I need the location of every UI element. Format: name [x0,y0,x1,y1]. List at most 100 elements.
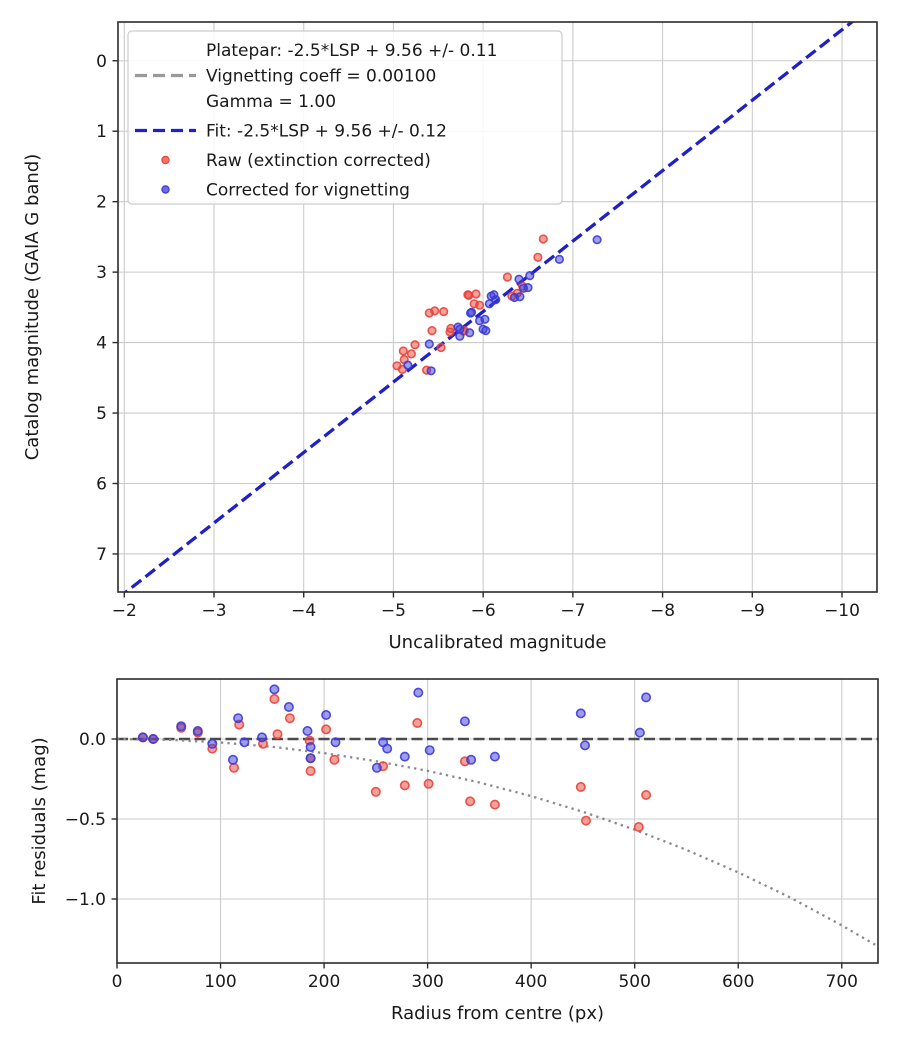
x-tick-label: 500 [618,972,650,992]
vignetting-residuals-point [424,745,435,756]
vignetting-residuals-point [641,692,652,703]
raw-scatter-point [398,346,408,356]
raw-scatter-point [538,234,548,244]
legend-box [127,30,563,205]
x-tick-label: −8 [650,601,675,621]
x-tick-label: −2 [112,601,137,621]
gridlines [116,679,878,963]
vignetting-residuals-point [634,727,645,738]
vignetting-scatter-point [466,307,477,317]
vignetting-residuals-point [459,716,470,727]
vignetting-residuals-point [305,753,316,764]
x-tick-label: 400 [515,972,547,992]
vignetting-scatter-point [424,339,434,349]
vignetting-residuals-point [371,762,382,773]
legend: Platepar: -2.5*LSP + 9.56 +/- 0.11 Vignet… [127,30,563,205]
legend-entry-label: Gamma = 1.00 [206,92,336,112]
raw-scatter-point [445,327,455,337]
vignetting-residuals [137,684,652,773]
vignetting-residuals-point [399,751,410,762]
vignetting-scatter-point [525,271,535,281]
raw-scatter-point [410,340,420,350]
legend-entry-label: Raw (extinction corrected) [206,151,431,171]
fit-residuals-plot: 0 100 200 300 400 500 600 700 0.0 −0.5 −1.0 Radius … [29,678,879,1024]
raw-scatter-point [436,342,446,353]
raw-scatter-point [533,252,543,262]
raw-residuals-point [269,693,280,704]
axes-spines [116,678,879,964]
vignetting-residuals-point [176,721,187,732]
y-tick-label: 4 [96,334,107,354]
vignetting-residuals-point [207,738,218,749]
vignetting-scatter-point [592,235,602,245]
vignetting-scatter-point [480,314,490,324]
legend-handle-dot [161,155,170,165]
vignetting-residuals-point [413,687,424,698]
vignetting-residuals-point [466,754,477,765]
y-tick-label: 7 [96,545,107,565]
vignetting-residuals-point [575,708,586,719]
vignetting-residuals-point [579,740,590,751]
raw-residuals-point [321,724,332,735]
raw-scatter [392,234,548,375]
y-tick-label: −1.0 [65,890,106,910]
vignetting-residuals-point [233,713,244,724]
y-tick-label: 0 [96,52,107,72]
vignetting-residuals-point [192,725,203,736]
legend-entry-label: Vignetting coeff = 0.00100 [206,67,436,87]
y-axis-label: Fit residuals (mag) [29,737,50,904]
x-tick-label: −3 [201,601,226,621]
raw-residuals-point [305,765,316,776]
vignetting-residuals-point [148,733,159,744]
raw-residuals-point [329,754,340,765]
axes-spines [117,21,878,593]
vignetting-scatter-point [484,299,495,309]
legend-entry-label: Corrected for vignetting [206,181,410,201]
vignetting-residuals-point [489,751,500,762]
x-tick-label: 700 [826,972,858,992]
vignetting-scatter [403,235,602,376]
raw-scatter-point [463,290,473,300]
vignetting-scatter-point [426,366,436,376]
x-tick-label: −7 [560,601,585,621]
raw-residuals-point [412,717,423,728]
x-tick-label: 0 [112,972,123,992]
x-tick-label: −6 [471,601,496,621]
vignetting-scatter-point [518,283,529,293]
raw-scatter-point [475,300,485,310]
x-tick-label: −10 [824,601,860,621]
vignetting-scatter-point [489,290,499,300]
y-tick-label: 0.0 [79,730,106,750]
vignetting-residuals-point [321,709,332,720]
vignetting-scatter-point [403,360,413,370]
raw-residuals-point [399,780,410,791]
x-tick-label: 100 [204,972,236,992]
raw-scatter-point [427,326,437,336]
vignetting-scatter-point [509,292,520,303]
x-tick-label: −9 [740,601,765,621]
vignetting-residuals-point [330,737,341,748]
raw-residuals-point [465,796,476,807]
raw-residuals [137,693,652,832]
x-tick-label: −4 [291,601,316,621]
y-tick-label: −0.5 [65,810,106,830]
vignetting-scatter-point [455,324,465,334]
x-tick-label: −5 [381,601,406,621]
x-tick-label: 600 [722,972,754,992]
x-tick-label: 200 [308,972,340,992]
raw-residuals-point [272,729,283,740]
vignetting-residuals-point [305,741,316,752]
raw-scatter-point [502,272,513,282]
legend-entry-label: Platepar: -2.5*LSP + 9.56 +/- 0.11 [206,41,497,61]
vignetting-scatter-point [465,328,475,338]
raw-scatter-point [406,349,417,359]
magnitude-calibration-plot: −2 −3 −4 −5 −6 −7 −8 −9 −10 0 1 2 3 4 5 6 7 Uncalibrated … [22,21,878,653]
vignetting-residuals-point [283,701,294,712]
legend-entry-label: Fit: -2.5*LSP + 9.56 +/- 0.12 [206,122,447,142]
y-tick-label: 6 [96,474,107,494]
raw-residuals-point [633,821,644,832]
y-tick-label: 2 [96,193,107,213]
vignetting-residuals-point [137,732,148,743]
vignetting-residuals-point [256,732,267,743]
